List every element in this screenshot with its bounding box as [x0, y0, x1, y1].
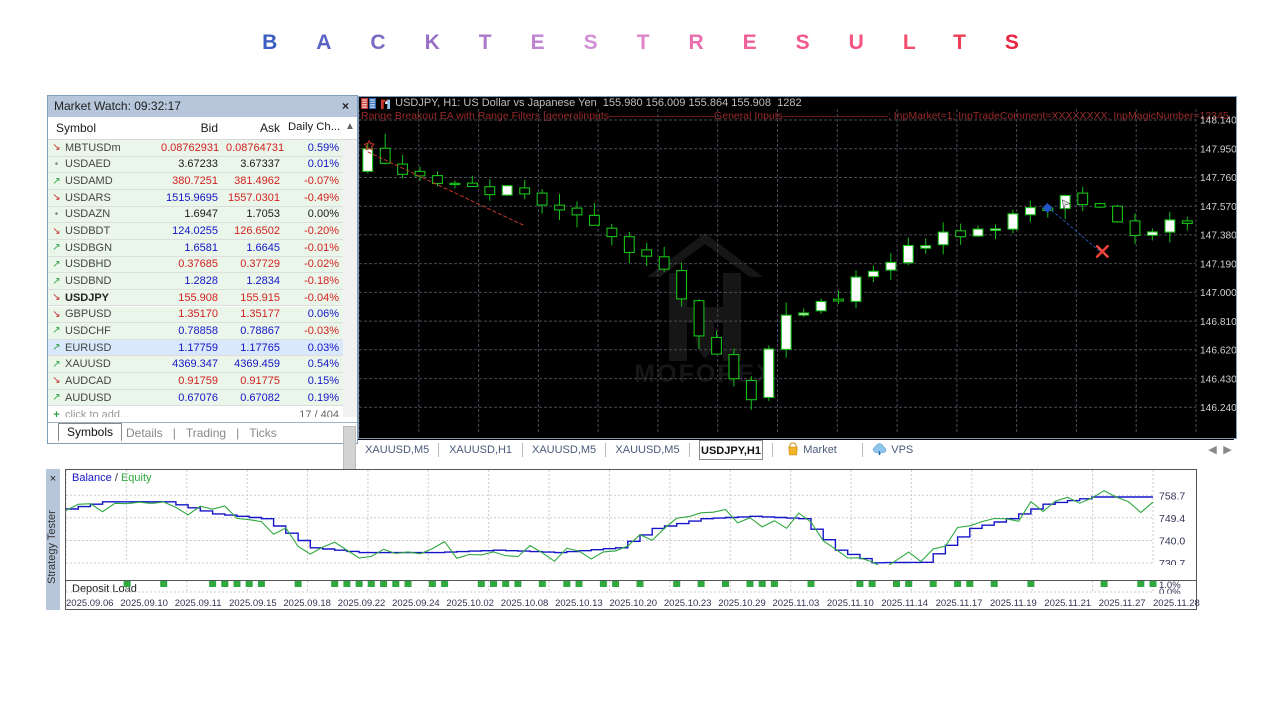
svg-text:147.570: 147.570: [1200, 202, 1237, 213]
svg-text:740.0: 740.0: [1159, 536, 1185, 548]
svg-text:2025.10.02: 2025.10.02: [446, 598, 494, 609]
svg-text:758.7: 758.7: [1159, 490, 1185, 502]
svg-text:147.380: 147.380: [1200, 231, 1237, 242]
svg-text:147.000: 147.000: [1200, 288, 1237, 299]
svg-text:2025.09.11: 2025.09.11: [175, 598, 222, 609]
svg-text:146.240: 146.240: [1200, 403, 1237, 414]
svg-text:2025.11.17: 2025.11.17: [936, 598, 983, 609]
svg-text:2025.11.27: 2025.11.27: [1099, 598, 1146, 609]
svg-text:146.430: 146.430: [1200, 374, 1237, 385]
svg-text:2025.09.10: 2025.09.10: [120, 598, 168, 609]
svg-text:147.760: 147.760: [1200, 173, 1237, 184]
svg-text:2025.09.22: 2025.09.22: [338, 598, 386, 609]
svg-text:2025.10.20: 2025.10.20: [610, 598, 658, 609]
svg-text:2025.10.08: 2025.10.08: [501, 598, 549, 609]
svg-text:2025.09.24: 2025.09.24: [392, 598, 440, 609]
svg-text:148.140: 148.140: [1200, 116, 1237, 127]
svg-text:2025.10.29: 2025.10.29: [718, 598, 766, 609]
svg-text:2025.09.15: 2025.09.15: [229, 598, 277, 609]
svg-text:2025.09.06: 2025.09.06: [66, 598, 114, 609]
svg-text:2025.10.13: 2025.10.13: [555, 598, 603, 609]
svg-text:✩: ✩: [363, 138, 376, 153]
svg-text:0.0%: 0.0%: [1159, 587, 1181, 594]
svg-text:2025.10.23: 2025.10.23: [664, 598, 712, 609]
svg-text:2025.11.14: 2025.11.14: [881, 598, 928, 609]
svg-text:❌: ❌: [1095, 245, 1110, 259]
svg-text:2025.09.18: 2025.09.18: [283, 598, 331, 609]
svg-text:2025.11.03: 2025.11.03: [773, 598, 820, 609]
svg-text:2025.11.28: 2025.11.28: [1153, 598, 1200, 609]
svg-text:147.190: 147.190: [1200, 259, 1237, 270]
svg-text:146.620: 146.620: [1200, 346, 1237, 357]
svg-text:◆: ◆: [1042, 200, 1053, 214]
svg-text:749.4: 749.4: [1159, 513, 1185, 525]
svg-text:146.810: 146.810: [1200, 317, 1237, 328]
svg-text:147.950: 147.950: [1200, 144, 1237, 155]
svg-text:2025.11.10: 2025.11.10: [827, 598, 874, 609]
svg-text:730.7: 730.7: [1159, 558, 1185, 565]
svg-text:2025.11.21: 2025.11.21: [1044, 598, 1091, 609]
svg-text:2025.11.19: 2025.11.19: [990, 598, 1037, 609]
